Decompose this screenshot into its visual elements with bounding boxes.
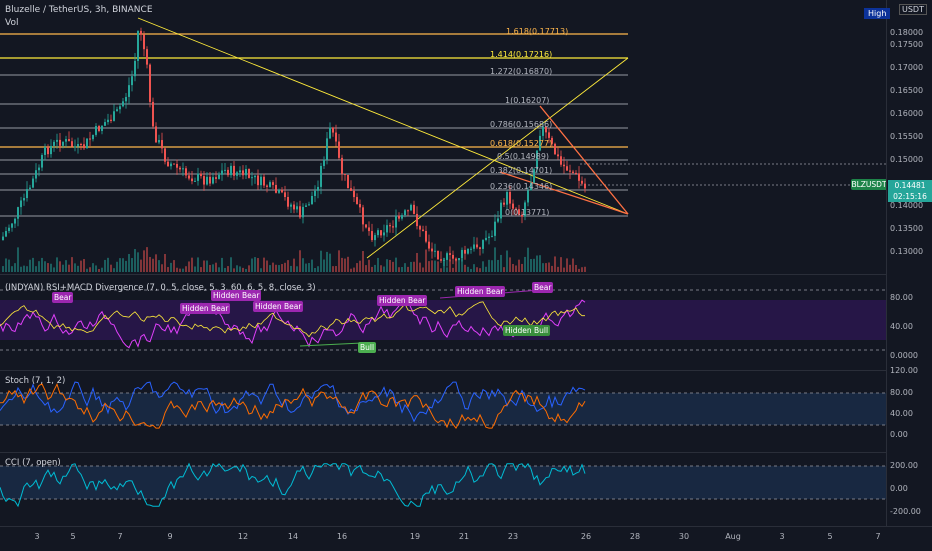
time-tick: 5	[827, 532, 833, 541]
rsi-signal-line	[0, 301, 585, 338]
fib-label: 1.618(0.17713)	[506, 27, 569, 36]
rsi-line	[0, 297, 586, 349]
chart-area[interactable]: Bluzelle / TetherUS, 3h, BINANCE Vol 1.6…	[0, 0, 887, 526]
time-tick: 3	[34, 532, 40, 541]
time-tick: 3	[779, 532, 785, 541]
fib-label: 0.382(0.14701)	[490, 166, 553, 175]
time-tick: 23	[507, 532, 519, 541]
stoch-tick: 0.00	[890, 430, 908, 439]
cci-indicator-label[interactable]: CCI (7, open)	[5, 458, 61, 468]
time-tick: 21	[458, 532, 470, 541]
cci-tick: -200.00	[890, 507, 921, 516]
time-tick: 9	[167, 532, 173, 541]
hidden-bull-tag: Hidden Bull	[503, 325, 551, 336]
candlesticks	[2, 27, 586, 267]
time-tick: 26	[580, 532, 592, 541]
stoch-indicator-label[interactable]: Stoch (7, 1, 2)	[5, 376, 66, 386]
hidden-bear-tag: Hidden Bear	[455, 286, 506, 297]
fib-label: 0(0.13771)	[505, 208, 550, 217]
time-tick: Aug	[725, 532, 741, 541]
stoch-band	[0, 393, 886, 425]
cci-band	[0, 466, 886, 499]
price-tick: 0.13000	[890, 247, 924, 256]
volume-label: Vol	[5, 18, 19, 28]
rsi-tick: 80.00	[890, 293, 913, 302]
bear-tag: Bear	[532, 282, 554, 293]
time-tick: 5	[70, 532, 76, 541]
hidden-bear-tag: Hidden Bear	[253, 301, 304, 312]
hidden-bear-tag: Hidden Bear	[377, 295, 428, 306]
stoch-tick: 120.00	[890, 366, 918, 375]
price-tick: 0.16000	[890, 109, 924, 118]
symbol-title: Bluzelle / TetherUS, 3h, BINANCE	[5, 5, 153, 15]
fib-label: 1.414(0.17216)	[490, 50, 553, 59]
stoch-k-line	[0, 381, 586, 423]
high-marker: High	[864, 8, 891, 19]
cci-tick: 0.00	[890, 484, 908, 493]
price-tick: 0.14000	[890, 201, 924, 210]
rsi-indicator-label[interactable]: (INDYAN) RSI+MACD Divergence (7, 0, 5, c…	[5, 283, 316, 293]
hidden-bear-tag: Hidden Bear	[180, 303, 231, 314]
time-tick: 7	[875, 532, 881, 541]
price-tick: 0.16500	[890, 86, 924, 95]
fib-label: 0.5(0.14989)	[497, 152, 550, 161]
stoch-tick: 40.00	[890, 409, 913, 418]
cci-line	[0, 462, 586, 508]
time-tick: 19	[409, 532, 421, 541]
hidden-bear-tag: Hidden Bear	[211, 290, 262, 301]
fib-label: 1.272(0.16870)	[490, 67, 553, 76]
fib-lines	[0, 33, 886, 217]
rsi-tick: 0.0000	[890, 351, 918, 360]
volume-bars	[2, 247, 586, 272]
time-tick: 7	[117, 532, 123, 541]
rsi-tick: 40.00	[890, 322, 913, 331]
time-tick: 28	[629, 532, 641, 541]
time-tick: 30	[678, 532, 690, 541]
fib-label: 1(0.16207)	[505, 96, 550, 105]
price-tick: 0.17500	[890, 40, 924, 49]
price-tick: 0.17000	[890, 63, 924, 72]
bear-tag: Bear	[52, 292, 74, 303]
bull-tag: Bull	[358, 342, 377, 353]
price-tick: 0.15500	[890, 132, 924, 141]
price-tick: 0.18000	[890, 28, 924, 37]
cci-tick: 200.00	[890, 461, 918, 470]
chart-canvas[interactable]	[0, 0, 886, 526]
current-price: 0.14481	[894, 181, 926, 190]
fib-label: 0.786(0.15686)	[490, 120, 553, 129]
fib-label: 0.618(0.15277)	[490, 139, 553, 148]
stoch-d-line	[0, 382, 586, 430]
time-tick: 12	[237, 532, 249, 541]
symbol-price-tag: BLZUSDT	[851, 179, 887, 190]
fib-label: 0.236(0.14346)	[490, 182, 553, 191]
price-tick: 0.15000	[890, 155, 924, 164]
currency-selector[interactable]: USDT	[899, 4, 927, 15]
current-price-box: 0.14481 02:15:16	[888, 180, 932, 202]
time-tick: 14	[287, 532, 299, 541]
price-axis[interactable]	[886, 0, 932, 526]
candle-countdown: 02:15:16	[893, 192, 927, 201]
stoch-tick: 80.00	[890, 388, 913, 397]
time-tick: 16	[336, 532, 348, 541]
time-axis[interactable]	[0, 526, 932, 551]
price-tick: 0.13500	[890, 224, 924, 233]
rsi-band	[0, 300, 886, 340]
trend-lines	[137, 17, 629, 259]
